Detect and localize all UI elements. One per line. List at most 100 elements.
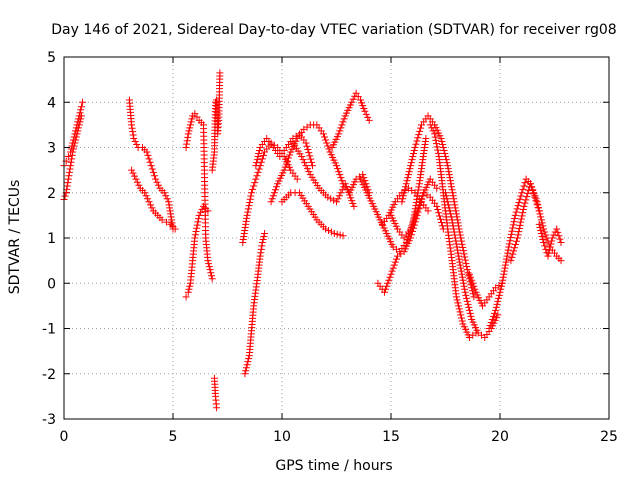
data-point: [269, 192, 277, 200]
data-point: [470, 282, 478, 290]
x-tick-label: 10: [273, 429, 291, 445]
data-point: [153, 178, 161, 186]
data-point: [537, 229, 545, 237]
data-point: [511, 211, 519, 219]
data-point: [433, 143, 441, 151]
data-point: [67, 158, 75, 166]
data-point: [337, 189, 345, 197]
data-point: [540, 225, 548, 233]
data-point: [389, 264, 397, 272]
data-point: [337, 124, 345, 132]
data-point: [522, 196, 530, 204]
data-point: [408, 156, 416, 164]
data-point: [324, 193, 332, 201]
data-point: [338, 121, 346, 129]
data-point: [322, 225, 330, 233]
data-point: [521, 199, 529, 207]
data-point: [130, 134, 138, 142]
data-point: [261, 229, 269, 237]
data-point: [535, 204, 543, 212]
data-point: [365, 116, 373, 124]
data-point: [520, 202, 528, 210]
data-point: [512, 240, 520, 248]
series-arc-7b: [210, 374, 221, 412]
data-point: [154, 181, 162, 189]
data-point: [513, 205, 521, 213]
data-point: [149, 168, 157, 176]
data-point: [70, 142, 78, 150]
series-arc-25: [535, 220, 565, 260]
data-point: [258, 239, 266, 247]
data-point: [445, 204, 453, 212]
data-point: [519, 209, 527, 217]
data-point: [404, 174, 412, 182]
data-point: [555, 232, 563, 240]
data-point: [457, 314, 465, 322]
data-point: [350, 202, 358, 210]
data-point: [401, 186, 409, 194]
data-point: [505, 240, 513, 248]
data-point: [398, 198, 406, 206]
data-point: [410, 150, 418, 158]
data-point: [361, 107, 369, 115]
data-point: [444, 198, 452, 206]
data-point: [253, 172, 261, 180]
data-point: [469, 279, 477, 287]
data-point: [335, 130, 343, 138]
data-point: [186, 282, 194, 290]
data-point: [465, 303, 473, 311]
data-point: [518, 212, 526, 220]
series-arc-23: [485, 175, 543, 332]
data-point: [302, 139, 310, 147]
y-tick-label: 2: [47, 186, 56, 202]
data-point: [451, 231, 459, 239]
data-point: [449, 189, 457, 197]
data-point: [519, 185, 527, 193]
data-point: [463, 294, 471, 302]
data-point: [69, 148, 77, 156]
data-point: [516, 221, 524, 229]
data-point: [454, 299, 462, 307]
data-point: [242, 364, 250, 372]
data-point: [252, 162, 260, 170]
data-point: [455, 252, 463, 260]
data-point: [327, 195, 335, 203]
data-point: [271, 186, 279, 194]
data-point: [250, 182, 258, 190]
data-point: [68, 155, 76, 163]
data-point: [500, 270, 508, 278]
data-point: [535, 207, 543, 215]
series-arc-7: [208, 69, 224, 174]
data-point: [509, 250, 517, 258]
data-point: [442, 153, 449, 161]
data-point: [416, 127, 424, 135]
data-point: [402, 183, 410, 191]
data-point: [184, 130, 192, 138]
data-point: [388, 267, 396, 275]
data-point: [162, 218, 170, 226]
data-point: [508, 227, 516, 235]
data-point: [71, 139, 79, 147]
data-point: [133, 178, 141, 186]
data-point: [487, 318, 495, 326]
data-point: [465, 270, 473, 278]
data-point: [162, 192, 170, 200]
data-point: [548, 237, 556, 245]
data-point: [539, 222, 547, 230]
data-point: [504, 246, 512, 254]
data-point: [415, 201, 423, 209]
data-point: [182, 293, 190, 301]
data-point: [399, 195, 407, 203]
data-point: [492, 306, 500, 314]
data-point: [550, 231, 558, 239]
data-point: [410, 147, 418, 155]
data-point: [458, 273, 466, 281]
data-point: [485, 325, 493, 332]
data-point: [439, 144, 447, 151]
data-point: [448, 186, 456, 194]
series-arc-21: [442, 189, 502, 342]
data-point: [450, 195, 458, 203]
data-point: [349, 95, 357, 103]
data-point: [348, 98, 356, 106]
data-point: [306, 152, 314, 160]
